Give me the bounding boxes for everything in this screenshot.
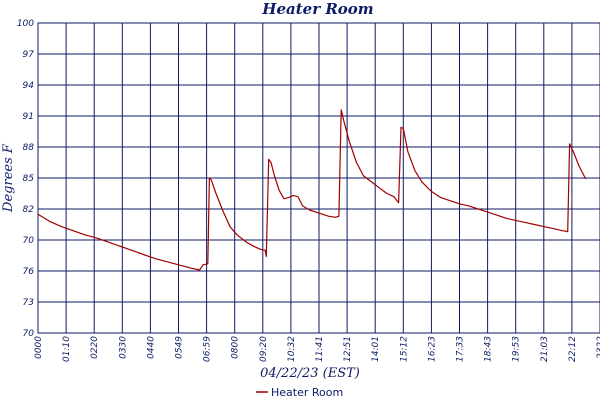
chart-title: Heater Room bbox=[261, 0, 373, 18]
x-tick-label: 0549 bbox=[175, 336, 185, 359]
y-tick-label: 85 bbox=[23, 174, 35, 184]
y-tick-label: 82 bbox=[23, 205, 35, 215]
y-tick-label: 88 bbox=[23, 143, 35, 153]
x-tick-label: 16:23 bbox=[427, 336, 437, 362]
x-tick-label: 14:01 bbox=[371, 336, 381, 362]
series-layer bbox=[37, 109, 587, 271]
x-tick-label: 0220 bbox=[90, 336, 100, 359]
y-tick-label: 97 bbox=[23, 50, 35, 60]
y-tick-label: 73 bbox=[23, 298, 35, 308]
y-axis-label: Degrees F bbox=[1, 143, 16, 213]
x-tick-label: 19:53 bbox=[512, 336, 522, 362]
plot-frame bbox=[37, 22, 600, 334]
y-tick-label: 70 bbox=[23, 236, 35, 246]
x-tick-label: 22:12 bbox=[568, 336, 578, 362]
x-tick-label: 17:33 bbox=[456, 336, 466, 362]
y-tick-label: 100 bbox=[17, 19, 34, 29]
x-tick-label: 0800 bbox=[231, 336, 241, 359]
y-tick-label: 91 bbox=[23, 112, 34, 122]
x-tick-label: 2322 bbox=[596, 336, 600, 359]
x-tick-label: 10:32 bbox=[287, 336, 297, 362]
y-tick-label: 94 bbox=[23, 81, 35, 91]
grid-lines bbox=[38, 23, 600, 333]
x-tick-label: 01:10 bbox=[62, 336, 72, 362]
y-tick-label: 76 bbox=[23, 267, 35, 277]
x-tick-label: 0440 bbox=[146, 336, 156, 359]
series-line-heater-room bbox=[37, 109, 587, 271]
x-tick-label: 0000 bbox=[34, 336, 44, 359]
x-tick-label: 06:59 bbox=[203, 336, 213, 362]
x-tick-label: 11:41 bbox=[315, 336, 325, 362]
x-tick-label: 12:51 bbox=[343, 336, 353, 362]
x-tick-label: 09:20 bbox=[259, 336, 269, 362]
x-axis-label: 04/22/23 (EST) bbox=[260, 366, 360, 381]
y-tick-label: 70 bbox=[23, 329, 35, 339]
y-axis-ticks: 70 73 76 70 82 85 88 91 94 97 100 bbox=[17, 19, 34, 339]
x-tick-label: 15:12 bbox=[399, 336, 409, 362]
legend-label: Heater Room bbox=[271, 386, 343, 399]
legend: Heater Room bbox=[256, 386, 343, 399]
x-tick-label: 18:43 bbox=[484, 336, 494, 362]
x-tick-label: 21:03 bbox=[540, 336, 550, 362]
x-axis-ticks: 0000 01:10 0220 0330 0440 0549 06:59 0800 09:20 1… bbox=[34, 336, 600, 362]
x-tick-label: 0330 bbox=[118, 336, 128, 359]
